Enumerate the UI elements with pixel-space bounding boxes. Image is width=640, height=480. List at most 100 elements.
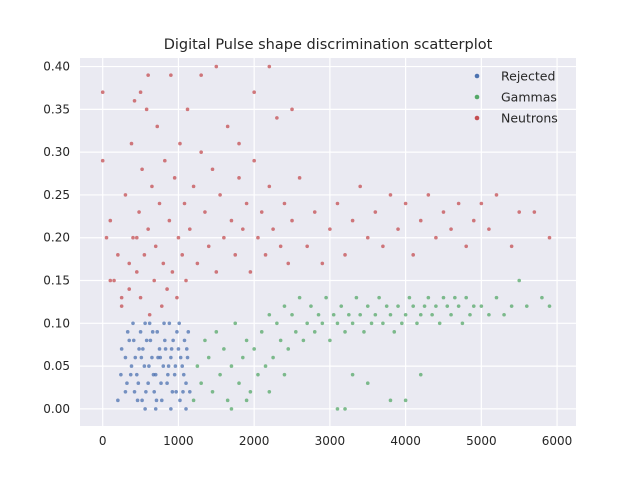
data-point [297,176,302,180]
data-point [290,312,294,317]
y-tick-labels: 0.00 0.05 0.10 0.15 0.20 0.25 0.30 0.35 0.40 [43,60,70,416]
data-point [441,295,446,300]
data-point [418,218,423,223]
data-point [185,355,190,360]
data-point [182,201,187,206]
data-point [127,287,132,291]
data-point [464,295,468,300]
x-tick-label: 1000 [163,434,194,448]
data-point [191,184,196,189]
data-point [305,244,309,249]
data-point [108,218,113,223]
data-point [479,201,484,206]
data-point [162,321,166,326]
data-point [335,201,340,206]
data-point [112,278,116,283]
data-point [403,201,408,206]
data-point [328,338,332,343]
data-point [301,338,306,343]
data-point [167,218,172,223]
data-point [138,330,143,334]
data-point [468,312,472,317]
data-point [175,295,179,300]
data-point [144,389,148,394]
data-point [159,381,163,386]
data-point [157,347,162,351]
data-point [178,398,182,403]
data-point [141,347,145,351]
data-point [487,227,491,231]
data-point [384,304,389,308]
data-point [252,90,256,95]
data-point [195,364,200,368]
data-point [365,381,370,386]
data-point [434,235,438,240]
data-point [181,372,186,377]
x-tick-labels: 0 1000 2000 3000 4000 5000 6000 [99,434,572,448]
data-point [176,347,181,351]
data-point [137,210,141,214]
data-point [509,244,514,249]
data-point [222,347,226,351]
data-point [169,73,173,77]
y-tick-label: 0.40 [43,60,70,74]
data-point [445,304,450,308]
data-point [331,312,336,317]
x-tick-label: 2000 [239,434,270,448]
data-point [229,407,234,411]
data-points [100,64,552,411]
data-point [169,347,174,351]
data-point [139,355,144,360]
data-point [178,141,182,146]
data-point [144,338,149,343]
data-point [494,193,499,197]
data-point [125,330,130,334]
data-point [259,330,264,334]
data-point [138,90,143,95]
data-point [229,218,234,223]
data-point [100,90,105,95]
data-point [143,407,147,411]
data-point [373,210,378,214]
data-point [218,372,222,377]
legend-label: Neutrons [501,111,558,126]
data-point [309,304,313,308]
y-tick-label: 0.35 [43,102,70,116]
data-point [316,312,321,317]
data-point [256,372,260,377]
data-point [132,98,137,103]
data-point [178,355,183,360]
data-point [252,347,256,351]
data-point [165,381,169,386]
data-point [430,312,434,317]
data-point [127,261,132,266]
data-point [142,253,147,257]
data-point [134,270,139,274]
data-point [100,158,105,163]
data-point [148,338,153,343]
data-point [210,167,215,172]
data-point [411,253,415,257]
data-point [184,381,188,386]
data-point [388,398,393,403]
data-point [252,158,256,163]
y-tick-label: 0.15 [43,274,70,288]
data-point [116,398,120,403]
data-point [335,407,340,411]
data-point [150,330,155,334]
data-point [347,312,351,317]
data-point [509,304,514,308]
data-point [147,312,152,317]
data-point [146,227,150,231]
data-point [155,330,160,334]
data-point [181,389,185,394]
data-point [278,338,283,343]
data-point [142,364,147,368]
legend-item-gammas: Gammas [474,90,557,105]
legend-marker [474,115,480,121]
data-point [214,330,219,334]
data-point [161,261,166,266]
data-point [343,253,347,257]
data-point [135,398,140,403]
data-point [158,355,163,360]
